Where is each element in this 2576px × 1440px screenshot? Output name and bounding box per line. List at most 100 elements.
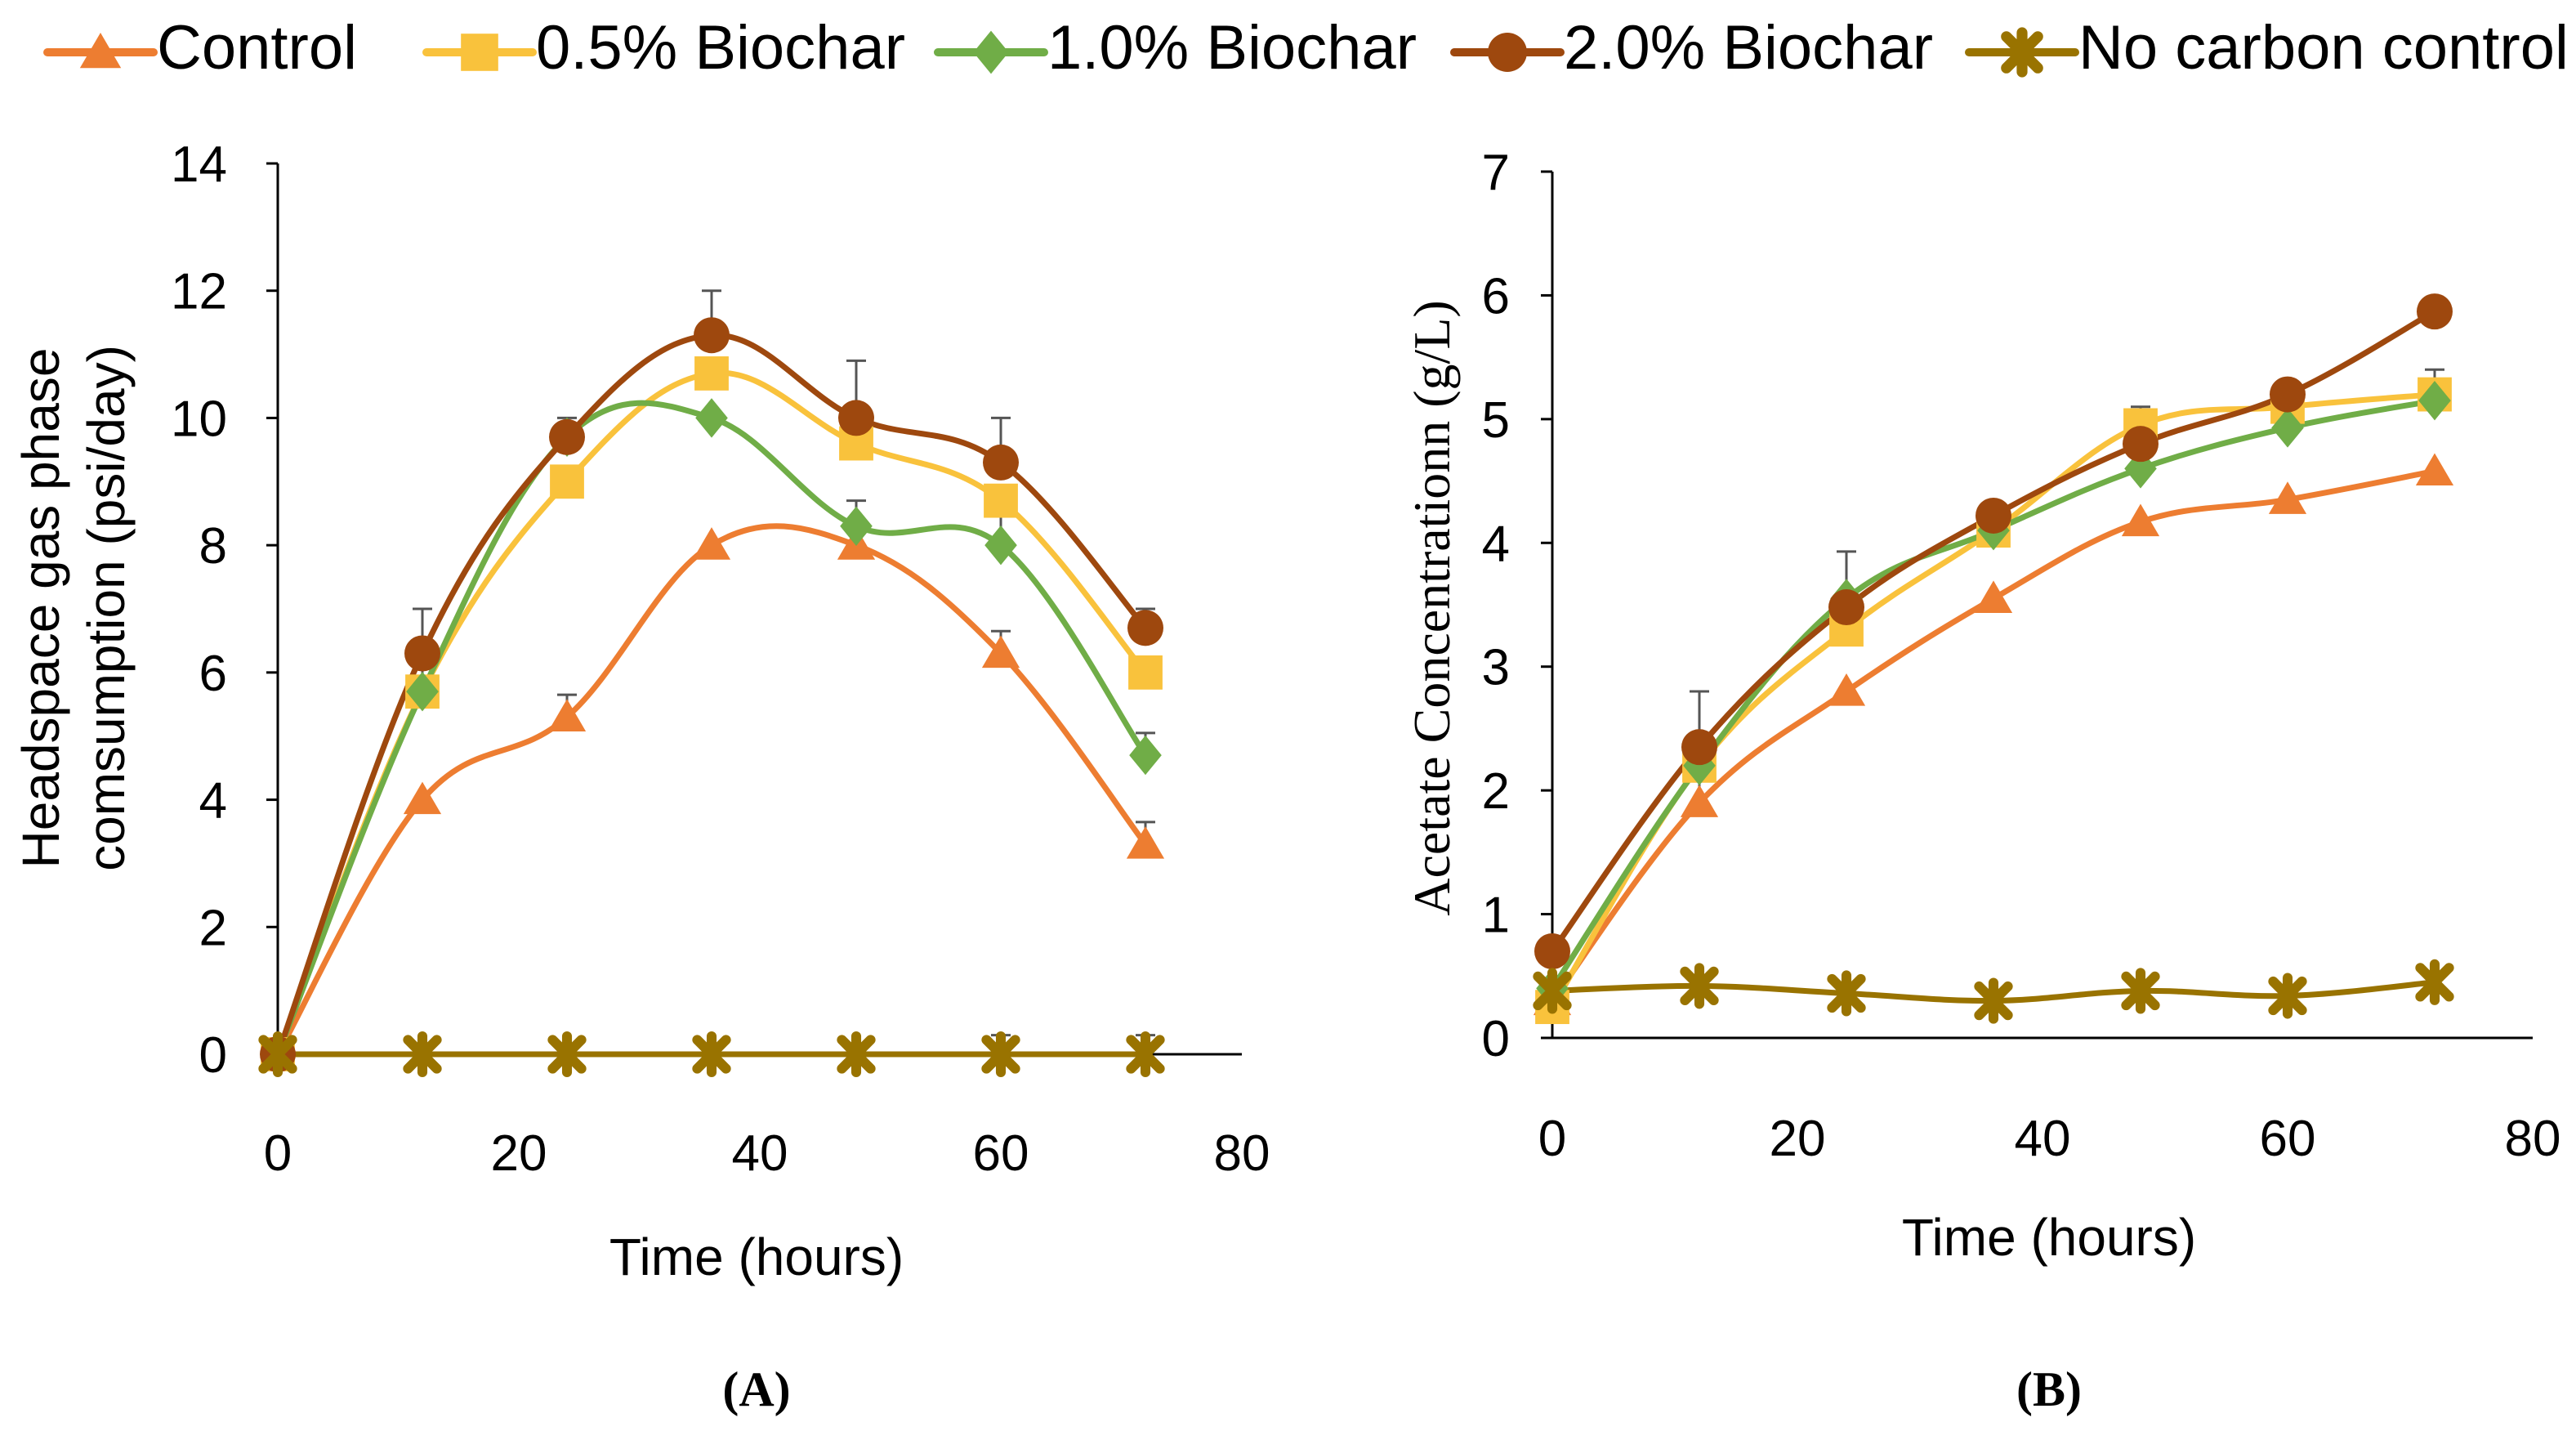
panel-b-point-2-0-biochar <box>2270 376 2306 413</box>
panel-b-ytick-label: 2 <box>1482 763 1510 820</box>
panel-b-line-1-0-biochar <box>1550 397 2435 991</box>
panel-a-ytick-label: 10 <box>171 391 227 447</box>
panel-a-point-2-0-biochar <box>838 400 874 436</box>
panel-a-point-2-0-biochar <box>694 317 730 354</box>
panel-b-point-2-0-biochar <box>1976 497 2011 534</box>
panel-a-ytick-label: 2 <box>199 900 227 956</box>
legend-label-2-0-biochar: 2.0% Biochar <box>1564 13 1933 83</box>
panel-a-point-1-0-biochar <box>984 525 1017 566</box>
panel-a-ylabel-line2: comsumption (psi/day) <box>77 345 136 871</box>
panel-a-point-control <box>1126 826 1165 859</box>
panel-b-point-no-carbon-control <box>2268 973 2307 1019</box>
panel-a-xtick-label: 60 <box>973 1125 1029 1182</box>
legend-marker-shape-2-0-biochar <box>1488 33 1527 72</box>
legend-item-1-0-biochar[interactable]: 1.0% Biochar <box>934 13 1417 83</box>
panel-b-point-no-carbon-control <box>1680 963 1719 1009</box>
panel-a-point-no-carbon-control <box>692 1031 731 1078</box>
panel-a-point-1-0-biochar <box>840 506 873 546</box>
panel-a-ytick-label: 14 <box>171 136 227 193</box>
panel-b-point-control <box>2121 503 2160 537</box>
panel-b-ytick-label: 6 <box>1482 268 1510 324</box>
panel-b-ytick-label: 1 <box>1482 888 1510 944</box>
panel-a-ytick-label: 0 <box>199 1027 227 1084</box>
panel-a-ytick-label: 6 <box>199 646 227 702</box>
panel-b-line-control <box>1550 468 2435 1003</box>
legend-item-2-0-biochar[interactable]: 2.0% Biochar <box>1450 13 1933 83</box>
legend-label-0-5-biochar: 0.5% Biochar <box>536 13 905 83</box>
panel-a-point-no-carbon-control <box>837 1031 876 1078</box>
panel-a-point-no-carbon-control <box>547 1031 587 1078</box>
panel-a-ylabel-line1: Headspace gas phase <box>11 348 70 869</box>
panel-b-line-0-5-biochar <box>1550 391 2435 1008</box>
panel-a-point-2-0-biochar <box>404 635 440 672</box>
panel-b-xtick-label: 40 <box>2015 1111 2071 1167</box>
legend-marker-0-5-biochar <box>461 34 498 71</box>
panel-a-point-2-0-biochar <box>983 444 1019 481</box>
panel-b-point-no-carbon-control <box>2415 959 2454 1005</box>
panel-b-point-1-0-biochar <box>2271 408 2304 448</box>
legend-item-0-5-biochar[interactable]: 0.5% Biochar <box>422 13 905 83</box>
panel-a-xtick-label: 20 <box>491 1125 547 1182</box>
panel-b-ylabel: Acetate Concentrationn (g/L) <box>1403 300 1461 915</box>
panel-b-point-1-0-biochar <box>2418 380 2451 421</box>
legend-marker-1-0-biochar <box>973 30 1009 74</box>
panel-a-point-control <box>547 699 587 731</box>
panel-b-xtick-label: 0 <box>1538 1111 1566 1167</box>
panel-a-ytick-label: 12 <box>171 264 227 320</box>
legend-label-no-carbon-control: No carbon control <box>2078 13 2569 83</box>
panel-b-point-2-0-biochar <box>1534 933 1570 969</box>
panel-b-point-control <box>2415 453 2454 486</box>
legend-marker-shape-1-0-biochar <box>973 30 1009 74</box>
panel-b-point-2-0-biochar <box>2123 426 2159 463</box>
legend-item-control[interactable]: Control <box>43 13 357 83</box>
panel-a-xtick-label: 40 <box>732 1125 788 1182</box>
panel-b-point-no-carbon-control <box>2121 968 2160 1014</box>
panel-a-ytick-label: 4 <box>199 773 227 830</box>
panel-a-point-1-0-biochar <box>1129 735 1162 776</box>
legend-item-no-carbon-control[interactable]: No carbon control <box>1965 13 2569 83</box>
legend-marker-2-0-biochar <box>1488 33 1527 72</box>
panel-a-point-no-carbon-control <box>981 1031 1020 1078</box>
panel-b-ytick-label: 7 <box>1482 145 1510 201</box>
panel-b-point-control <box>2268 481 2307 514</box>
panel-b-point-2-0-biochar <box>2417 293 2453 330</box>
panel-a-point-no-carbon-control <box>403 1031 442 1078</box>
legend-label-control: Control <box>157 13 357 83</box>
panel-a-xlabel: Time (hours) <box>609 1228 904 1286</box>
panel-a-point-0-5-biochar <box>550 464 584 499</box>
panel-a-ytick-label: 8 <box>199 518 227 575</box>
panel-b-xtick-label: 20 <box>1770 1111 1826 1167</box>
panel-a-xtick-label: 80 <box>1214 1125 1270 1182</box>
panel-b-xlabel: Time (hours) <box>1902 1208 2196 1267</box>
panel-a-point-control <box>403 781 442 815</box>
panel-a-point-1-0-biochar <box>406 672 439 712</box>
panel-b-point-control <box>1680 785 1719 817</box>
panel-a-point-0-5-biochar <box>694 356 729 391</box>
panel-a-chart: Headspace gas phase comsumption (psi/day… <box>11 136 1270 1416</box>
legend-label-1-0-biochar: 1.0% Biochar <box>1047 13 1417 83</box>
legend-marker-control <box>79 33 122 69</box>
panel-b-point-control <box>1974 580 2013 614</box>
panel-a-label: (A) <box>722 1362 790 1416</box>
panel-a-xtick-label: 0 <box>264 1125 292 1182</box>
panel-a-point-control <box>692 527 731 560</box>
legend-marker-shape-no-carbon-control <box>2001 27 2043 78</box>
panel-b-label: (B) <box>2016 1362 2082 1416</box>
panel-b-ytick-label: 5 <box>1482 392 1510 449</box>
panel-b-point-2-0-biochar <box>1828 589 1864 626</box>
panel-b-point-no-carbon-control <box>1974 977 2013 1024</box>
legend: Control 0.5% Biochar 1.0% Biochar 2.0% B… <box>43 13 2569 83</box>
panel-b-point-control <box>1827 673 1866 706</box>
panel-a-point-1-0-biochar <box>695 398 728 438</box>
panel-b-ytick-label: 4 <box>1482 516 1510 572</box>
panel-a-line-control <box>275 523 1148 1056</box>
legend-marker-shape-0-5-biochar <box>461 34 498 71</box>
panel-b-ytick-label: 0 <box>1482 1011 1510 1067</box>
panel-a-point-no-carbon-control <box>1126 1031 1165 1078</box>
panel-a-point-no-carbon-control <box>258 1031 297 1078</box>
legend-marker-no-carbon-control <box>2001 27 2043 78</box>
panel-b-point-no-carbon-control <box>1533 968 1572 1014</box>
panel-b-ytick-label: 3 <box>1482 640 1510 696</box>
panel-a-point-2-0-biochar <box>549 418 585 455</box>
